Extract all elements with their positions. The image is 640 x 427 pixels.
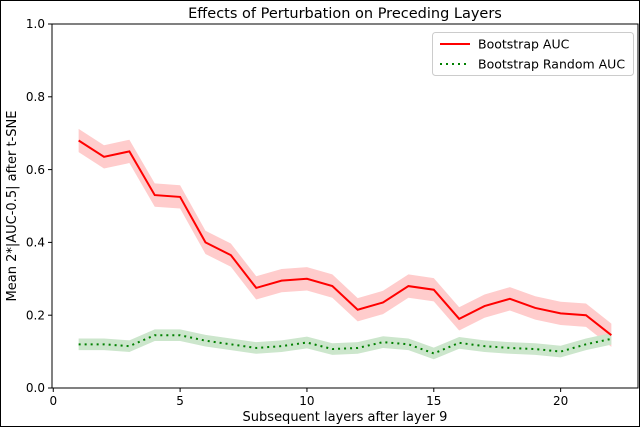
x-tick-label: 0 (49, 394, 57, 408)
x-tick-label: 5 (176, 394, 184, 408)
series-0-band (78, 128, 612, 347)
x-tick-label: 10 (299, 394, 314, 408)
y-tick-label: 0.8 (26, 90, 45, 104)
x-axis-label: Subsequent layers after layer 9 (243, 410, 448, 425)
y-tick-label: 0.0 (26, 381, 45, 395)
y-tick-label: 1.0 (26, 17, 45, 31)
legend-label-bootstrap-auc: Bootstrap AUC (478, 37, 570, 52)
chart-title: Effects of Perturbation on Preceding Lay… (188, 6, 502, 22)
series-1-band (78, 329, 612, 360)
x-tick-label: 15 (426, 394, 441, 408)
plot-spines (51, 23, 639, 389)
y-tick-label: 0.4 (26, 236, 45, 250)
legend: Bootstrap AUC Bootstrap Random AUC (432, 32, 634, 76)
y-axis-label: Mean 2*|AUC-0.5| after t-SNE (5, 111, 20, 302)
legend-label-bootstrap-random-auc: Bootstrap Random AUC (478, 57, 625, 72)
y-tick-label: 0.6 (26, 163, 45, 177)
x-tick-label: 20 (553, 394, 568, 408)
legend-box (432, 32, 634, 76)
series-0-line (78, 139, 612, 337)
series-1-line (78, 334, 612, 355)
y-tick-label: 0.2 (26, 308, 45, 322)
